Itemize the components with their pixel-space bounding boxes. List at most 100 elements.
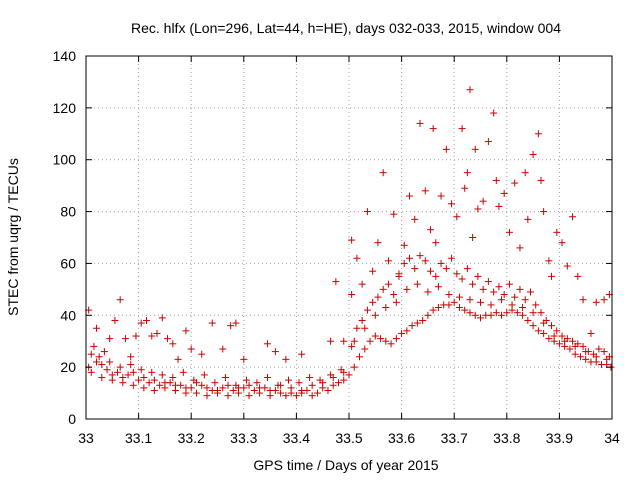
- data-point: [235, 384, 243, 392]
- data-point: [427, 267, 435, 275]
- data-point: [327, 337, 335, 345]
- data-point: [558, 239, 566, 247]
- data-point: [548, 272, 556, 280]
- data-point: [466, 86, 474, 94]
- data-point: [479, 197, 487, 205]
- data-point: [505, 228, 513, 236]
- data-point: [516, 285, 524, 293]
- data-point: [445, 301, 453, 309]
- data-point: [329, 374, 337, 382]
- y-tick-label: 80: [60, 204, 76, 220]
- data-point: [529, 151, 537, 159]
- data-point: [413, 319, 421, 327]
- data-point: [298, 386, 306, 394]
- y-tick-label: 60: [60, 255, 76, 271]
- data-point: [211, 379, 219, 387]
- data-point: [282, 392, 290, 400]
- data-point: [400, 241, 408, 249]
- data-point: [116, 296, 124, 304]
- data-point: [263, 374, 271, 382]
- data-point: [169, 340, 177, 348]
- data-point: [437, 192, 445, 200]
- data-point: [156, 381, 164, 389]
- y-tick-label: 120: [53, 100, 77, 116]
- data-point: [477, 314, 484, 322]
- data-point: [587, 329, 595, 337]
- data-point: [453, 213, 461, 221]
- x-tick-label: 33: [78, 430, 94, 446]
- data-point: [150, 376, 158, 384]
- y-tick-label: 0: [68, 411, 76, 427]
- x-tick-label: 33.1: [125, 430, 152, 446]
- x-tick-label: 33.5: [335, 430, 362, 446]
- data-point: [245, 381, 253, 389]
- data-point: [495, 202, 503, 210]
- data-point: [526, 288, 534, 296]
- data-point: [405, 254, 413, 262]
- data-point: [442, 265, 450, 273]
- data-point: [463, 265, 471, 273]
- data-point: [463, 169, 471, 177]
- data-point: [455, 293, 463, 301]
- data-point: [484, 138, 492, 146]
- data-point: [498, 296, 506, 304]
- data-point: [366, 337, 374, 345]
- data-point: [427, 226, 435, 234]
- data-point: [313, 389, 321, 397]
- data-point: [419, 316, 427, 324]
- data-point: [458, 125, 466, 133]
- data-point: [334, 379, 342, 387]
- data-point: [400, 259, 408, 267]
- data-point: [471, 311, 479, 319]
- data-point: [461, 184, 469, 192]
- y-tick-label: 140: [53, 48, 77, 64]
- data-point: [285, 376, 293, 384]
- data-point: [461, 306, 469, 314]
- data-point: [119, 374, 127, 382]
- data-point: [474, 272, 482, 280]
- data-point: [98, 361, 106, 369]
- x-tick-label: 33.4: [283, 430, 310, 446]
- data-point: [448, 200, 456, 208]
- data-point: [369, 298, 377, 306]
- x-tick-labels: 33 33.1 33.2 33.3 33.4 33.5 33.6 33.7 33.8 33.9 34: [78, 430, 620, 446]
- data-point: [492, 176, 500, 184]
- data-point: [161, 379, 169, 387]
- data-point: [490, 288, 498, 296]
- data-point: [516, 244, 524, 252]
- data-point: [127, 361, 135, 369]
- data-point: [442, 145, 450, 153]
- data-point: [387, 340, 395, 348]
- data-point: [142, 316, 150, 324]
- data-point: [487, 311, 495, 319]
- data-point: [379, 285, 387, 293]
- x-tick-label: 33.7: [441, 430, 468, 446]
- data-point: [519, 311, 527, 319]
- data-point: [277, 389, 285, 397]
- data-point: [469, 280, 477, 288]
- x-tick-label: 33.3: [230, 430, 257, 446]
- data-point: [187, 345, 195, 353]
- data-point: [158, 371, 166, 379]
- data-point: [416, 119, 424, 127]
- data-point: [353, 254, 361, 262]
- data-point: [569, 213, 577, 221]
- data-point: [263, 340, 271, 348]
- data-point: [403, 285, 411, 293]
- data-point: [340, 376, 348, 384]
- data-point: [448, 254, 456, 262]
- data-point: [561, 337, 569, 345]
- data-point: [424, 311, 432, 319]
- data-point: [306, 374, 314, 382]
- data-point: [466, 309, 474, 317]
- data-point: [545, 335, 553, 343]
- data-point: [377, 335, 385, 343]
- data-point: [571, 350, 579, 358]
- data-point: [437, 259, 445, 267]
- data-point: [534, 130, 542, 138]
- data-point: [232, 319, 240, 327]
- data-point: [348, 342, 356, 350]
- data-point: [371, 311, 379, 319]
- x-tick-label: 33.6: [388, 430, 415, 446]
- y-tick-label: 40: [60, 307, 76, 323]
